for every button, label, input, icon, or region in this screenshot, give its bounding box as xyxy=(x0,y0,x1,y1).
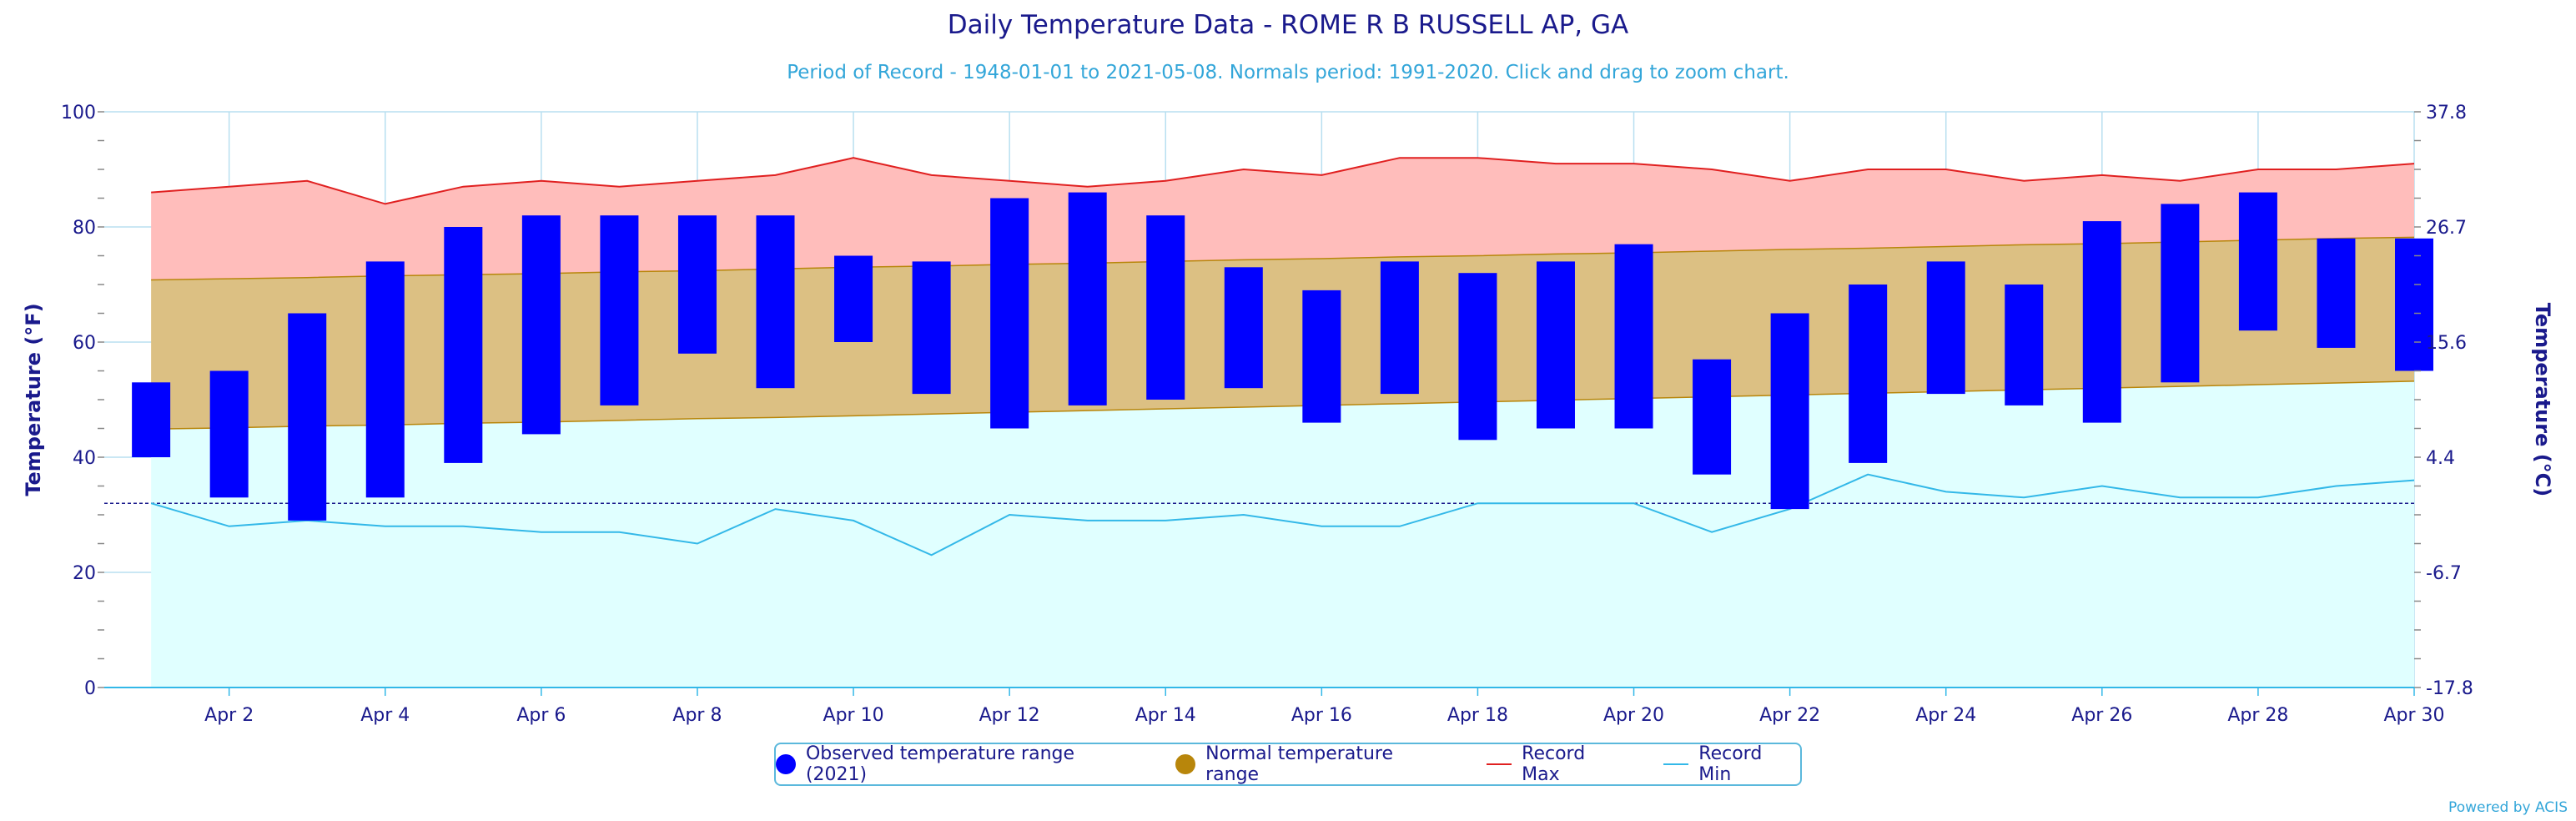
x-tick-label: Apr 2 xyxy=(204,705,254,726)
observed-bar xyxy=(2238,192,2277,331)
y-right-tick-label: 15.6 xyxy=(2426,333,2467,354)
observed-bar xyxy=(209,370,249,498)
legend-item-record-min[interactable]: Record Min xyxy=(1663,743,1800,785)
x-tick-label: Apr 4 xyxy=(360,705,410,726)
record-max-line xyxy=(151,157,2415,205)
legend-item-observed[interactable]: Observed temperature range (2021) xyxy=(776,743,1140,785)
y-right-tick-label: -17.8 xyxy=(2426,678,2473,699)
chart-title: Daily Temperature Data - ROME R B RUSSEL… xyxy=(947,10,1629,40)
legend-label-observed: Observed temperature range (2021) xyxy=(805,743,1075,785)
x-tick-label: Apr 8 xyxy=(672,705,722,726)
observed-bar xyxy=(990,198,1029,429)
observed-bar xyxy=(756,215,795,389)
y-tick-label: 60 xyxy=(73,333,96,354)
observed-bar xyxy=(1926,261,1965,395)
x-tick-label: Apr 14 xyxy=(1135,705,1196,726)
x-tick-label: Apr 18 xyxy=(1447,705,1508,726)
observed-bar xyxy=(2395,238,2433,371)
observed-bar xyxy=(444,227,483,463)
observed-bar xyxy=(1536,261,1575,429)
y-right-axis-title: Temperature (°C) xyxy=(2531,303,2554,497)
record-lines xyxy=(104,157,2415,557)
y-tick-label: 0 xyxy=(84,678,96,699)
observed-bar xyxy=(912,261,951,395)
observed-bar xyxy=(365,261,405,498)
axes: 0 20 40 60 80 100 -17.8 -6.7 4.4 15.6 26.7 37.8 Apr … xyxy=(22,103,2554,726)
legend-item-record-max[interactable]: Record Max xyxy=(1487,743,1628,785)
x-tick-label: Apr 26 xyxy=(2071,705,2132,726)
y-right-tick-label: 4.4 xyxy=(2426,448,2455,469)
chart-subtitle: Period of Record - 1948-01-01 to 2021-05… xyxy=(787,62,1789,83)
legend-label-record-min: Record Min xyxy=(1698,743,1763,785)
x-tick-label: Apr 30 xyxy=(2383,705,2444,726)
x-tick-label: Apr 12 xyxy=(979,705,1040,726)
observed-bar xyxy=(1849,285,1888,463)
normal-range-area xyxy=(151,237,2414,430)
observed-bar xyxy=(2317,238,2356,348)
below-normal-area xyxy=(151,380,2414,556)
record-min-swatch-icon xyxy=(1663,763,1689,765)
y-tick-label: 40 xyxy=(73,448,96,469)
observed-bar xyxy=(2005,285,2044,405)
observed-bar xyxy=(288,313,327,521)
y-tick-label: 20 xyxy=(73,563,96,584)
observed-bar xyxy=(1146,215,1185,400)
observed-bars xyxy=(132,192,2433,521)
record-max-swatch-icon xyxy=(1487,763,1512,765)
observed-bar xyxy=(1614,244,1653,429)
y-tick-label: 80 xyxy=(73,218,96,239)
legend-label-normal: Normal temperature range xyxy=(1205,743,1394,785)
x-tick-label: Apr 6 xyxy=(516,705,566,726)
observed-bar xyxy=(2161,204,2200,383)
legend-item-normal[interactable]: Normal temperature range xyxy=(1175,743,1452,785)
observed-bar xyxy=(2082,221,2121,423)
x-tick-label: Apr 20 xyxy=(1603,705,1664,726)
observed-bar xyxy=(1224,267,1263,389)
observed-bar xyxy=(1068,192,1107,405)
observed-bar xyxy=(1693,359,1732,475)
y-right-tick-label: 26.7 xyxy=(2426,218,2467,239)
powered-by-link[interactable]: Powered by ACIS xyxy=(2448,799,2568,816)
x-tick-label: Apr 22 xyxy=(1759,705,1820,726)
observed-bar xyxy=(1302,290,1341,423)
observed-swatch-icon xyxy=(776,754,796,774)
observed-bar xyxy=(132,382,171,457)
x-tick-label: Apr 24 xyxy=(1915,705,1976,726)
observed-bar xyxy=(1380,261,1419,395)
observed-bar xyxy=(834,255,873,342)
record-min-line xyxy=(150,473,2415,557)
y-tick-label: 100 xyxy=(61,103,96,123)
observed-bar xyxy=(1458,273,1497,441)
observed-bar xyxy=(521,215,561,435)
legend-label-record-max: Record Max xyxy=(1522,743,1586,785)
record-min-area xyxy=(151,474,2414,688)
normal-swatch-icon xyxy=(1175,754,1196,774)
observed-bar xyxy=(677,215,717,354)
x-tick-label: Apr 16 xyxy=(1291,705,1352,726)
observed-bar xyxy=(1770,313,1809,510)
y-axis-title: Temperature (°F) xyxy=(22,303,45,496)
y-right-tick-label: -6.7 xyxy=(2426,563,2462,584)
legend: Observed temperature range (2021) Normal… xyxy=(774,743,1802,786)
area-bands xyxy=(151,158,2415,688)
observed-bar xyxy=(600,215,639,405)
x-tick-label: Apr 10 xyxy=(823,705,884,726)
x-tick-label: Apr 28 xyxy=(2227,705,2288,726)
y-right-tick-label: 37.8 xyxy=(2426,103,2467,123)
record-max-area xyxy=(151,158,2414,280)
